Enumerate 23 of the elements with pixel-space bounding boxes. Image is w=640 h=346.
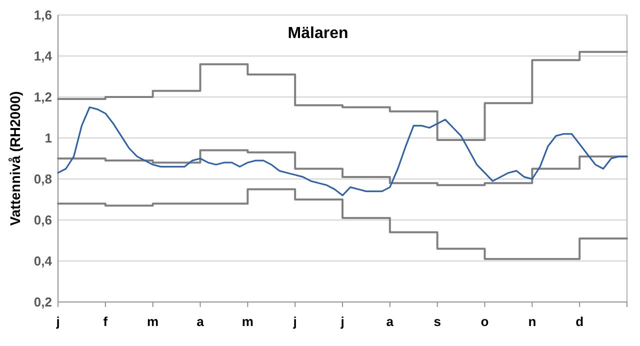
x-tick-label: j [55, 314, 60, 329]
y-tick-label: 1,6 [34, 8, 52, 22]
x-tick-label: m [242, 314, 254, 329]
x-tick-label: f [103, 314, 108, 329]
y-tick-label: 0,4 [34, 254, 53, 268]
x-tick-label: d [576, 314, 584, 329]
y-axis-title: Vattennivå (RH2000) [7, 91, 23, 226]
y-tick-label: 0,2 [34, 294, 52, 310]
line-series [57, 106, 628, 196]
y-tick-label: 0,8 [34, 172, 52, 186]
x-tick-label: m [147, 314, 159, 329]
x-tick-label: n [528, 314, 536, 329]
x-tick-label: a [196, 314, 205, 329]
y-tick-label: 1,4 [34, 48, 53, 64]
x-tick-label: j [292, 314, 297, 329]
text: Mälaren [288, 25, 348, 42]
y-tick-label: 0,6 [34, 212, 52, 228]
x-tick-label: a [386, 314, 394, 329]
x-tick-label: o [480, 314, 489, 329]
y-tick-label: 1 [44, 130, 52, 146]
y-tick-label: 1,2 [34, 90, 52, 104]
x-tick-label: s [434, 314, 441, 329]
x-tick-label: j [340, 314, 344, 329]
